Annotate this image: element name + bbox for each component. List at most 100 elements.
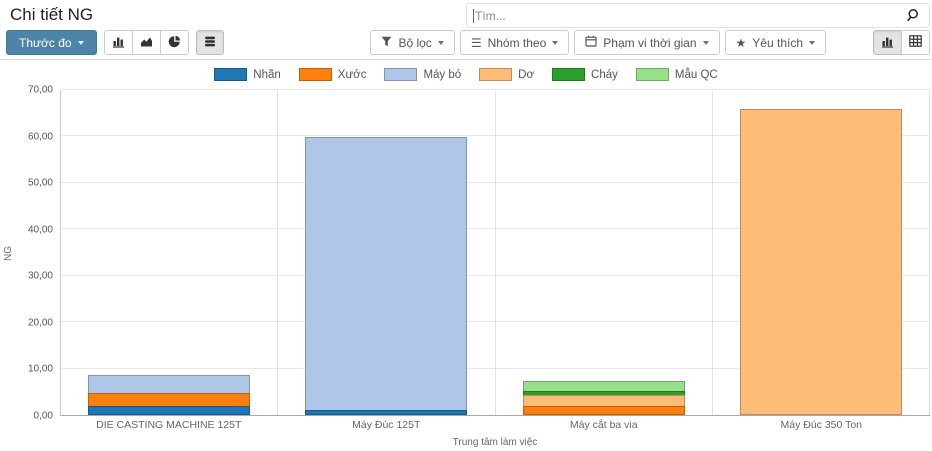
gridline <box>61 89 930 90</box>
x-tick-label: Máy Đúc 125T <box>352 419 421 431</box>
stacked-bars-icon <box>204 35 216 51</box>
group-by-button[interactable]: ☰ Nhóm theo <box>459 30 570 55</box>
legend-item[interactable]: Nhãn <box>214 68 281 81</box>
legend-item[interactable]: Cháy <box>552 68 618 81</box>
legend-swatch <box>214 68 248 81</box>
bar <box>522 380 685 415</box>
legend-swatch <box>635 68 669 81</box>
legend-label: Cháy <box>591 68 618 81</box>
calendar-icon <box>585 35 597 50</box>
bar <box>739 108 902 415</box>
category-band <box>713 90 930 415</box>
filters-label: Bộ lọc <box>398 35 432 50</box>
time-range-button[interactable]: Phạm vi thời gian <box>574 30 720 55</box>
search-input[interactable] <box>467 8 901 23</box>
favorites-button[interactable]: ★ Yêu thích <box>724 30 826 55</box>
category-bands <box>61 90 930 415</box>
y-tick-label: 50,00 <box>27 177 53 189</box>
x-tick-label: Máy cắt ba via <box>569 419 638 431</box>
caret-down-icon <box>437 40 444 45</box>
measures-button[interactable]: Thước đo <box>6 30 97 55</box>
y-axis-title: NG <box>2 245 14 261</box>
page-title: Chi tiết NG <box>10 5 94 24</box>
bar-segment[interactable] <box>305 137 468 412</box>
y-tick-label: 20,00 <box>27 317 53 329</box>
bar-segment[interactable] <box>305 410 468 415</box>
legend-label: Dơ <box>518 68 535 81</box>
time-range-label: Phạm vi thời gian <box>603 35 697 50</box>
legend-label: Mẫu QC <box>674 68 718 81</box>
caret-down-icon <box>809 40 815 45</box>
search-icon[interactable] <box>901 8 929 23</box>
y-tick-label: 10,00 <box>27 363 53 375</box>
pie-chart-button[interactable] <box>159 30 189 55</box>
pivot-view-button[interactable] <box>901 30 930 55</box>
left-tools: Thước đo <box>6 30 224 55</box>
favorites-label: Yêu thích <box>752 35 803 50</box>
star-icon: ★ <box>735 35 747 50</box>
hamburger-icon: ☰ <box>470 35 482 50</box>
category-band <box>496 90 713 415</box>
y-tick-label: 60,00 <box>27 131 53 143</box>
pie-chart-icon <box>168 35 181 51</box>
header-bar: Chi tiết NG <box>0 0 932 28</box>
legend-swatch <box>384 68 418 81</box>
bar-segment[interactable] <box>522 405 685 415</box>
x-axis-title: Trung tâm làm việc <box>452 437 538 448</box>
gridline <box>61 367 930 369</box>
caret-down-icon <box>702 40 709 45</box>
x-tick-label: DIE CASTING MACHINE 125T <box>96 419 242 431</box>
legend-label: Xước <box>337 68 367 81</box>
bar-segment[interactable] <box>88 392 251 407</box>
chart-type-group <box>103 30 189 55</box>
pivot-table-icon <box>909 35 922 50</box>
y-tick-label: 40,00 <box>27 224 53 236</box>
view-switcher <box>873 30 930 55</box>
toolbar: Thước đo <box>0 28 932 60</box>
legend-swatch <box>298 68 332 81</box>
gridline <box>61 228 930 230</box>
area-chart-icon <box>140 35 153 51</box>
bar <box>88 375 251 415</box>
bar-chart-icon <box>881 35 894 51</box>
legend-label: Nhãn <box>253 68 281 81</box>
caret-down-icon <box>77 40 84 45</box>
chart-area: NG 0,00 10,00 20,00 30,00 40,00 50,00 60,00 70,… <box>0 85 930 450</box>
right-tools: Bộ lọc ☰ Nhóm theo Phạm vi thời gian ★ Y… <box>370 30 930 55</box>
y-tick-label: 30,00 <box>27 270 53 282</box>
text-cursor <box>473 9 474 23</box>
stacked-toggle-button[interactable] <box>195 30 224 55</box>
caret-down-icon <box>552 40 559 45</box>
group-by-label: Nhóm theo <box>487 35 547 50</box>
bar-segment[interactable] <box>88 375 251 394</box>
gridline <box>61 321 930 323</box>
legend-item[interactable]: Mẫu QC <box>635 68 718 81</box>
bar-segment[interactable] <box>88 405 251 415</box>
category-band <box>61 90 279 415</box>
filter-icon <box>381 36 392 50</box>
area-chart-button[interactable] <box>131 30 161 55</box>
y-tick-label: 0,00 <box>33 410 53 422</box>
legend-swatch <box>479 68 513 81</box>
legend-swatch <box>552 68 586 81</box>
legend-item[interactable]: Xước <box>298 68 367 81</box>
search-box[interactable] <box>466 3 930 28</box>
graph-view-button[interactable] <box>873 30 902 55</box>
measures-label: Thước đo <box>19 35 72 50</box>
bar-chart-button[interactable] <box>103 30 133 55</box>
y-axis-ticks: 0,00 10,00 20,00 30,00 40,00 50,00 60,00 70,00 <box>16 85 60 422</box>
plot-area <box>60 89 930 416</box>
x-axis-labels: DIE CASTING MACHINE 125T Máy Đúc 125T Máy … <box>60 416 930 434</box>
legend-label: Máy bó <box>423 68 462 81</box>
legend-item[interactable]: Dơ <box>479 68 534 81</box>
bar-segment[interactable] <box>739 108 902 415</box>
x-tick-label: Máy Đúc 350 Ton <box>780 419 863 431</box>
gridline <box>61 181 930 183</box>
gridline <box>61 274 930 276</box>
gridline <box>61 135 930 137</box>
filters-button[interactable]: Bộ lọc <box>370 30 455 55</box>
chart-legend: Nhãn Xước Máy bó Dơ Cháy Mẫu QC <box>0 60 932 86</box>
category-band <box>278 90 496 415</box>
legend-item[interactable]: Máy bó <box>384 68 461 81</box>
